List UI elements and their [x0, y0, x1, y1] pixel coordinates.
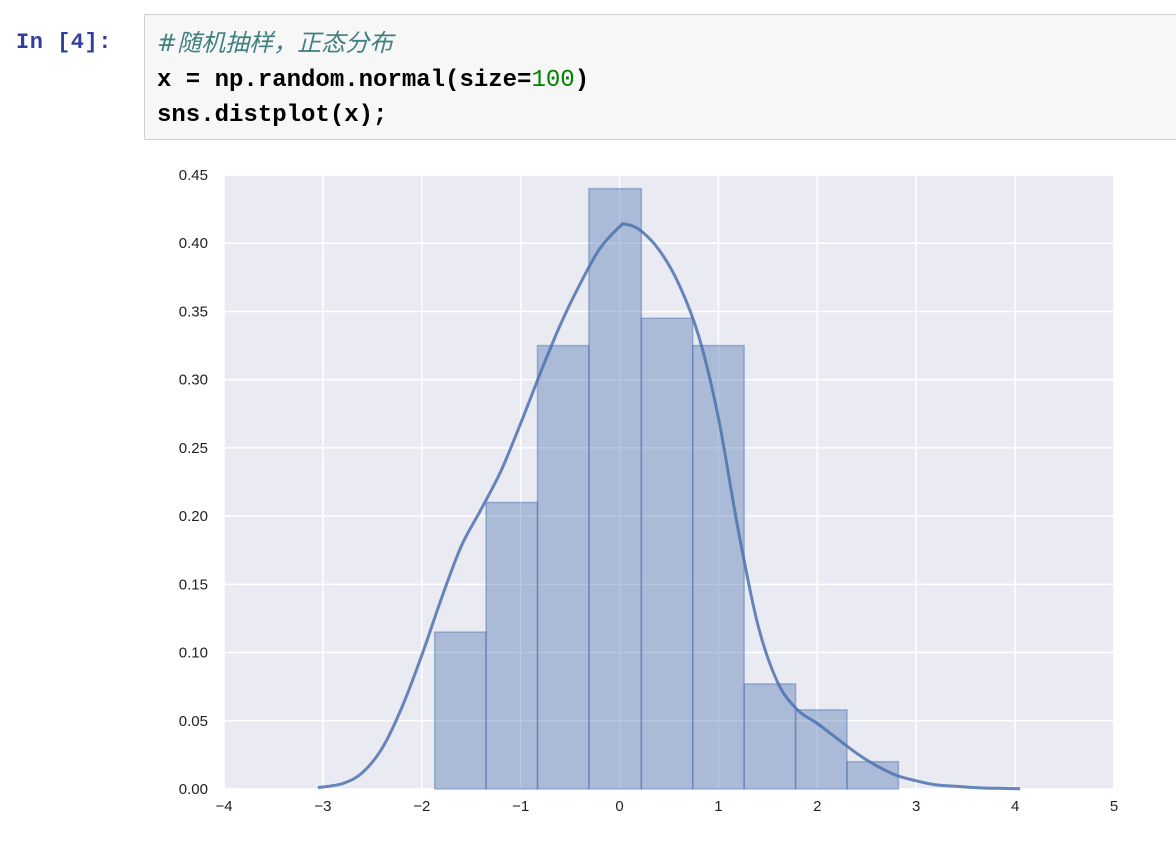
code-text: ) — [574, 67, 590, 94]
histogram-bar — [794, 709, 848, 790]
y-tick-label: 0.45 — [179, 167, 208, 184]
histogram-bar — [743, 683, 797, 790]
output-chart: −4 −3 −2 −1 0 1 2 3 4 5 0.00 0.05 0.10 0.15 0.20 0.25 0.… — [179, 167, 1118, 815]
histogram-bar — [588, 187, 643, 790]
x-tick-label: −1 — [512, 798, 529, 815]
y-tick-label: 0.20 — [179, 508, 208, 525]
x-tick-label: 2 — [813, 798, 821, 815]
y-tick-label: 0.35 — [179, 303, 208, 320]
y-tick-label: 0.25 — [179, 440, 208, 457]
code-text: sns.distplot(x); — [157, 102, 388, 129]
x-tick-label: −3 — [314, 798, 331, 815]
x-tick-label: 3 — [912, 798, 920, 815]
code-number: 100 — [531, 67, 575, 94]
code-line-1: #随机抽样，正态分布 — [157, 26, 1176, 63]
y-tick-label: 0.30 — [179, 372, 208, 389]
code-line-2: x = np.random.normal(size=100) — [157, 63, 1176, 98]
y-tick-label: 0.05 — [179, 713, 208, 730]
histogram-bars — [433, 187, 900, 790]
code-comment: #随机抽样，正态分布 — [157, 29, 394, 57]
kde-curve — [317, 222, 1021, 791]
code-line-3: sns.distplot(x); — [157, 98, 1176, 133]
axis-ticks: −4 −3 −2 −1 0 1 2 3 4 5 0.00 0.05 0.10 0.15 0.20 0.25 0.… — [179, 167, 1118, 815]
x-tick-label: −4 — [215, 798, 232, 815]
x-tick-label: 5 — [1110, 798, 1118, 815]
code-cell-editor[interactable]: #随机抽样，正态分布 x = np.random.normal(size=100… — [144, 14, 1176, 140]
y-tick-label: 0.40 — [179, 235, 208, 252]
cell-prompt: In [4]: — [16, 30, 112, 55]
histogram-bar — [536, 344, 590, 790]
code-text: x = np.random.normal(size= — [157, 67, 532, 94]
y-tick-label: 0.15 — [179, 576, 208, 593]
histogram-bar — [433, 631, 487, 790]
y-tick-label: 0.10 — [179, 645, 208, 662]
grid-lines — [223, 174, 1115, 790]
histogram-bar — [640, 317, 694, 790]
y-tick-label: 0.00 — [179, 781, 208, 798]
x-tick-label: 0 — [615, 798, 623, 815]
x-tick-label: −2 — [413, 798, 430, 815]
plot-area — [224, 175, 1114, 789]
histogram-bar — [485, 501, 539, 790]
histogram-bar — [846, 760, 900, 790]
x-tick-label: 1 — [714, 798, 722, 815]
x-tick-label: 4 — [1011, 798, 1019, 815]
